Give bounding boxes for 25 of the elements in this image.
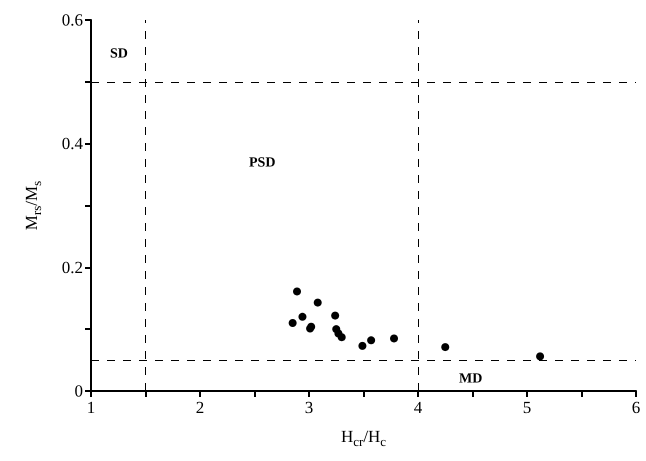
y-axis-title: Mrs/Ms	[22, 180, 44, 230]
point	[314, 298, 322, 307]
point	[293, 287, 302, 296]
x-tick-label: 2	[196, 398, 204, 417]
y-tick-label: 0	[74, 382, 83, 400]
x-tick-label: 4	[414, 398, 423, 417]
point	[441, 343, 450, 352]
x-tick-label: 5	[522, 398, 532, 417]
annotation: PSD	[249, 156, 276, 170]
y-tick-label: 0.2	[62, 258, 83, 277]
y-tick-label: 0.6	[62, 10, 83, 30]
point	[390, 334, 398, 342]
x-tick-label: 3	[304, 398, 314, 417]
y-tick-label: 0.4	[62, 134, 84, 154]
point	[298, 312, 306, 321]
point	[536, 352, 544, 360]
x-tick-label: 1	[86, 398, 96, 417]
annotation: MD	[459, 372, 482, 386]
point	[288, 318, 297, 327]
point	[358, 342, 366, 350]
x-tick-label: 6	[632, 398, 640, 417]
annotation: SD	[110, 46, 128, 62]
point	[331, 312, 340, 320]
point	[367, 336, 376, 344]
point	[338, 333, 346, 342]
